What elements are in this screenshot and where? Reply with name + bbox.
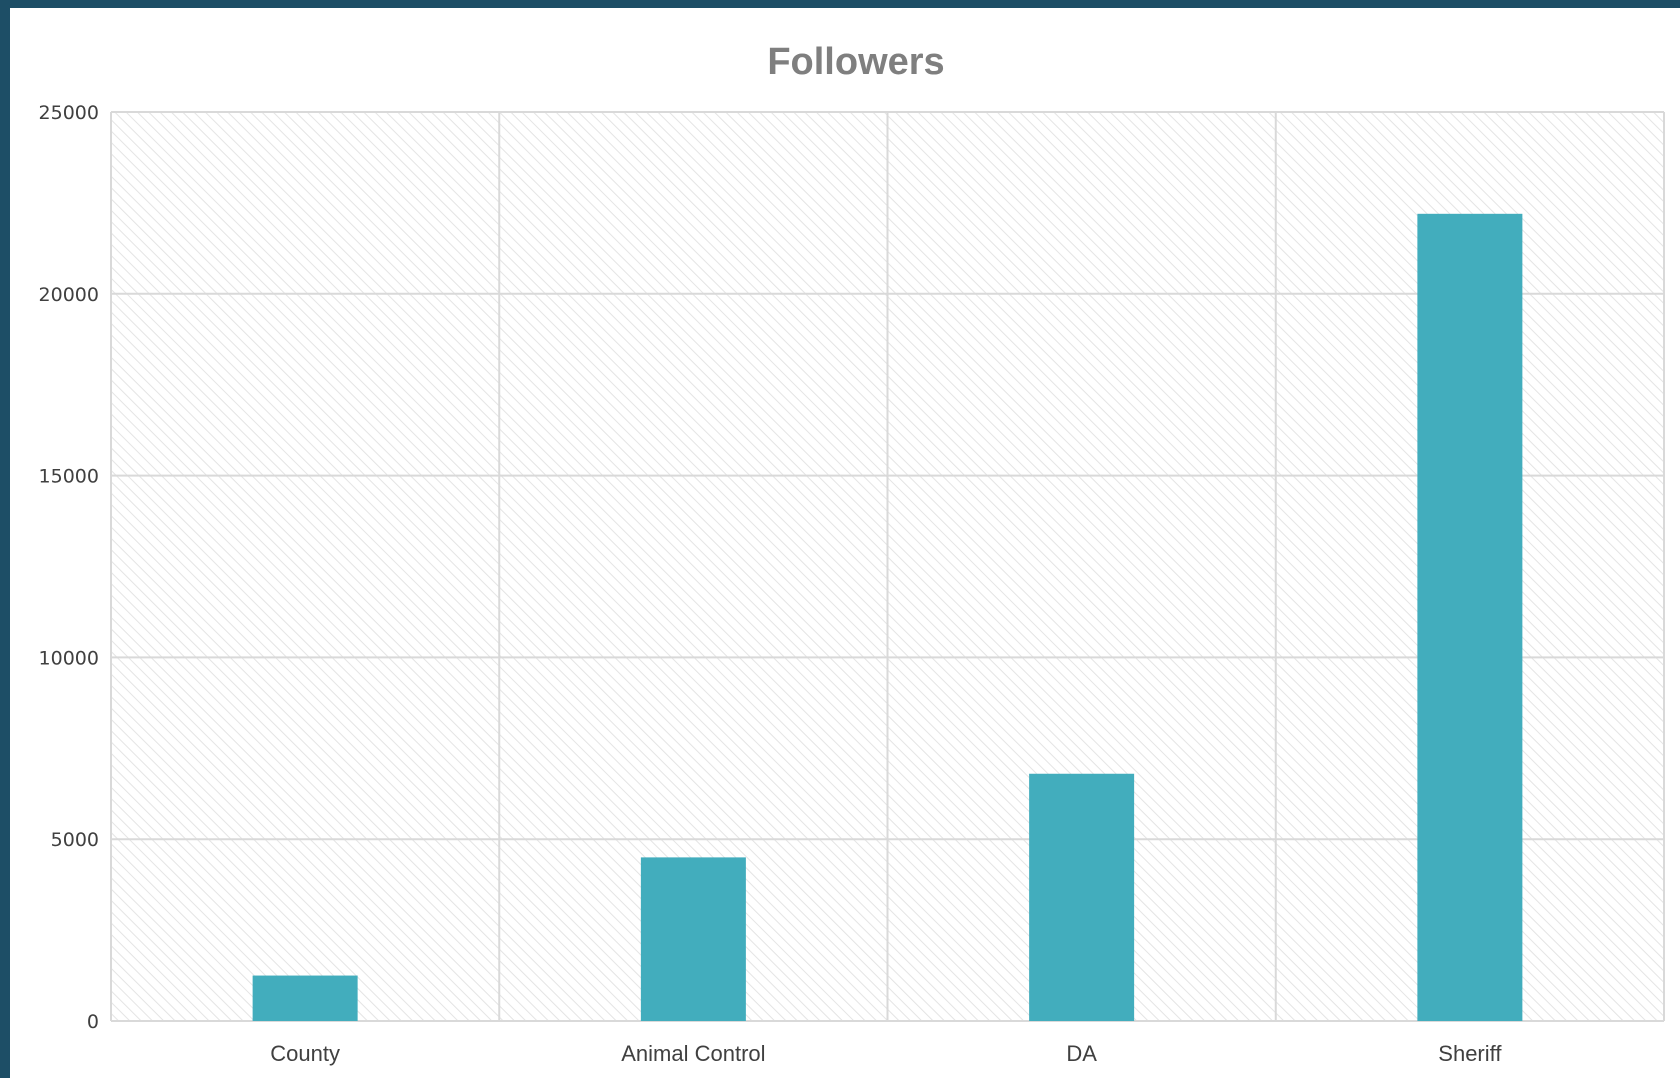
y-tick-label: 20000 [39, 284, 99, 306]
x-category-label: DA [1066, 1041, 1097, 1066]
bar-animal-control[interactable] [640, 857, 746, 1021]
followers-bar-chart: Followers 0 5000 10000 15000 20000 25000 Coun… [39, 41, 1665, 1066]
x-category-label: County [270, 1041, 340, 1066]
y-tick-label: 10000 [39, 647, 99, 669]
chart-panel: Followers 0 5000 10000 15000 20000 25000 Coun… [10, 8, 1680, 1078]
x-category-label: Animal Control [621, 1041, 765, 1066]
y-tick-label: 0 [87, 1011, 99, 1033]
y-tick-label: 5000 [51, 829, 99, 851]
y-tick-label: 15000 [39, 466, 99, 488]
x-category-label: Sheriff [1438, 1041, 1502, 1066]
y-tick-label: 25000 [39, 102, 99, 124]
chart-title: Followers [767, 41, 944, 83]
gridlines [110, 111, 1665, 1022]
bar-sheriff[interactable] [1417, 213, 1523, 1022]
x-axis-ticks: County Animal Control DA Sheriff [270, 1041, 1502, 1066]
y-axis-ticks: 0 5000 10000 15000 20000 25000 [39, 102, 99, 1033]
bars [252, 213, 1523, 1022]
bar-da[interactable] [1029, 773, 1135, 1021]
bar-county[interactable] [252, 975, 358, 1021]
